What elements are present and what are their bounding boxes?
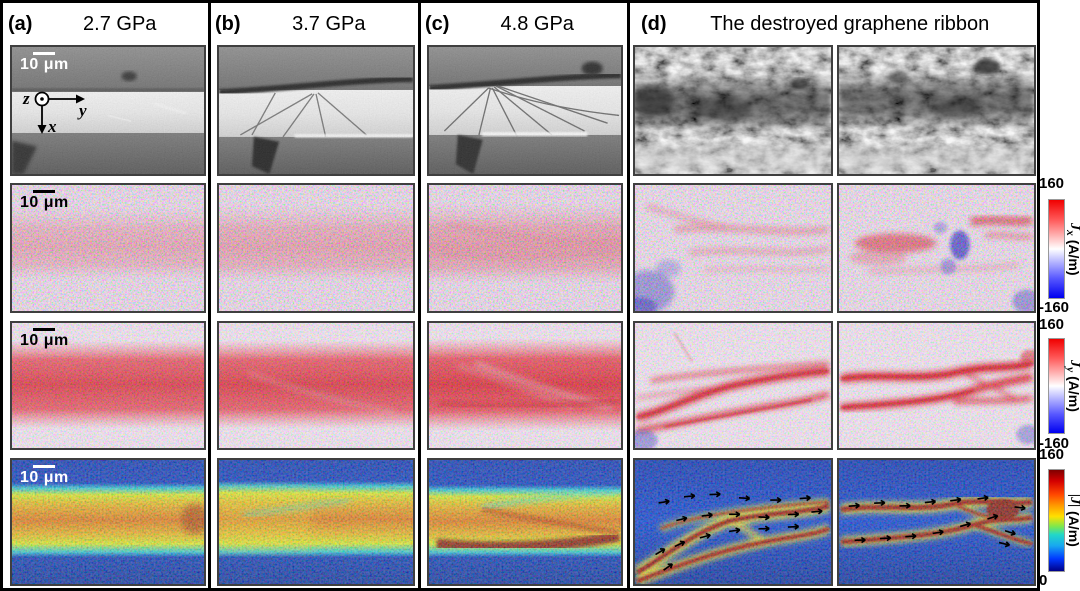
- panel-label-d: (d): [641, 12, 667, 35]
- panel-title-b: (b) 3.7 GPa: [215, 9, 417, 39]
- jx-map-d-left: [635, 185, 831, 311]
- coordinate-axes: z y x: [22, 85, 106, 141]
- jmag-map-c: [429, 460, 621, 584]
- panel-a-optical: 10 μm z y x: [10, 45, 206, 176]
- panel-label-b: (b): [215, 12, 241, 35]
- scale-bar: 10 μm: [20, 328, 69, 350]
- panel-c-jmag-map: [427, 458, 623, 586]
- colorbar-jmag-max: 160: [1039, 446, 1065, 463]
- jmag-map-b: [219, 460, 413, 584]
- scale-bar-line: [33, 190, 55, 193]
- panel-a-jmag-map: 10 μm: [10, 458, 206, 586]
- axis-label-z: z: [23, 89, 30, 108]
- panel-title-a: (a) 2.7 GPa: [8, 9, 207, 39]
- panel-d-jy-map-right: [837, 321, 1036, 450]
- jy-map-a: [12, 323, 204, 448]
- panel-c-jy-map: [427, 321, 623, 450]
- figure-border: [0, 0, 1040, 591]
- scale-bar-line: [33, 465, 55, 468]
- colorbar-jy-max: 160: [1039, 316, 1065, 333]
- panel-d-optical-right: [837, 45, 1036, 176]
- axis-label-x: x: [48, 117, 57, 136]
- column-divider: [208, 0, 211, 591]
- colorbar-jy-bar: [1048, 338, 1065, 434]
- colorbar-jy-min: -160: [1039, 435, 1070, 452]
- panel-title-d: (d) The destroyed graphene ribbon: [641, 9, 1033, 39]
- jx-map-a: [12, 185, 204, 311]
- panel-label-a: (a): [8, 12, 33, 35]
- jx-map-b: [219, 185, 413, 311]
- panel-a-jx-map: 10 μm: [10, 183, 206, 313]
- jy-map-b: [219, 323, 413, 448]
- jmag-map-d-right: [839, 460, 1034, 584]
- scale-bar-label: 10 μm: [20, 469, 69, 486]
- jx-map-d-right: [839, 185, 1034, 311]
- colorbar-jmag-label: |J| (A/m): [1065, 494, 1080, 547]
- panel-title-c: (c) 4.8 GPa: [425, 9, 625, 39]
- scale-bar: 10 μm: [20, 52, 69, 74]
- panel-c-jx-map: [427, 183, 623, 313]
- axes-arrows-icon: [34, 91, 85, 134]
- scale-bar: 10 μm: [20, 190, 69, 212]
- panel-d-jy-map-left: [633, 321, 833, 450]
- scale-bar-label: 10 μm: [20, 332, 69, 349]
- scale-bar: 10 μm: [20, 465, 69, 487]
- optical-image-b: [219, 47, 413, 174]
- panel-b-optical: [217, 45, 415, 176]
- axis-label-y: y: [79, 101, 87, 120]
- panel-d-optical-left: [633, 45, 833, 176]
- panel-a-jy-map: 10 μm: [10, 321, 206, 450]
- panel-heading-d: The destroyed graphene ribbon: [710, 12, 990, 35]
- panel-label-c: (c): [425, 12, 450, 35]
- colorbar-jy-label: Jy (A/m): [1064, 360, 1080, 412]
- panel-b-jx-map: [217, 183, 415, 313]
- panel-c-optical: [427, 45, 623, 176]
- colorbar-jmag-min: 0: [1039, 572, 1048, 589]
- optical-image-d-left: [635, 47, 831, 174]
- colorbar-jmag-bar: [1048, 469, 1065, 572]
- jy-map-d-right: [839, 323, 1034, 448]
- jmag-map-a: [12, 460, 204, 584]
- panel-heading-a: 2.7 GPa: [83, 12, 157, 35]
- scale-bar-line: [33, 328, 55, 331]
- panel-d-jmag-map-right: [837, 458, 1036, 586]
- panel-d-jx-map-left: [633, 183, 833, 313]
- panel-b-jy-map: [217, 321, 415, 450]
- scale-bar-label: 10 μm: [20, 56, 69, 73]
- jy-map-d-left: [635, 323, 831, 448]
- optical-image-c: [429, 47, 621, 174]
- jy-map-c: [429, 323, 621, 448]
- panel-heading-c: 4.8 GPa: [500, 12, 574, 35]
- colorbar-jx-max: 160: [1039, 175, 1065, 192]
- colorbar-jx-bar: [1048, 199, 1065, 299]
- column-divider: [627, 0, 630, 591]
- optical-image-d-right: [839, 47, 1034, 174]
- panel-heading-b: 3.7 GPa: [292, 12, 366, 35]
- column-divider: [418, 0, 421, 591]
- colorbar-jx-label: Jx (A/m): [1064, 222, 1080, 276]
- scale-bar-line: [33, 52, 55, 55]
- panel-b-jmag-map: [217, 458, 415, 586]
- panel-d-jmag-map-left: [633, 458, 833, 586]
- colorbar-jx-min: -160: [1039, 299, 1070, 316]
- jmag-map-d-left: [635, 460, 831, 584]
- scale-bar-label: 10 μm: [20, 194, 69, 211]
- panel-d-jx-map-right: [837, 183, 1036, 313]
- jx-map-c: [429, 185, 621, 311]
